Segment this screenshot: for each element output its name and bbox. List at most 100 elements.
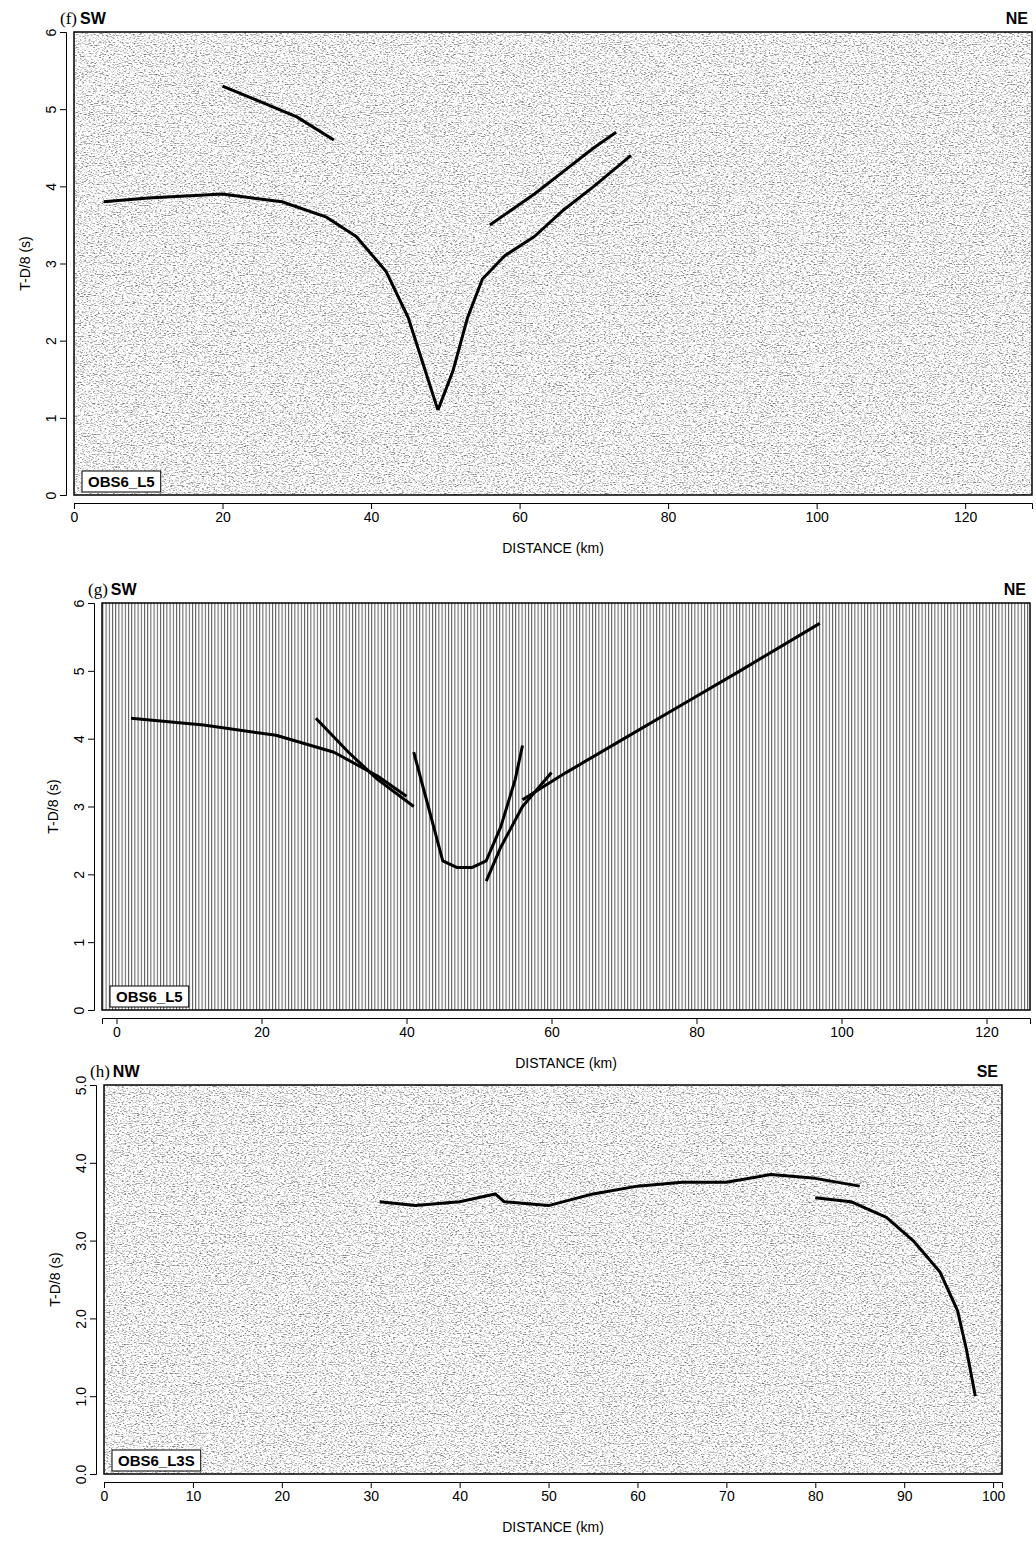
y-tick-mark [88, 942, 94, 943]
x-tick-label: 40 [364, 509, 380, 525]
x-tick: 0 [71, 503, 79, 525]
x-tick: 90 [897, 1482, 913, 1504]
x-tick: 20 [275, 1482, 291, 1504]
x-tick-label: 0 [71, 509, 79, 525]
x-tick-label: 0 [113, 1024, 121, 1040]
panel-letter: (f) [60, 9, 77, 28]
frame [74, 32, 1032, 495]
y-tick-label: 1.0 [73, 1387, 89, 1407]
x-axis-title: DISTANCE (km) [502, 1519, 604, 1535]
x-tick-label: 20 [254, 1024, 270, 1040]
y-tick-label: 2 [71, 871, 87, 879]
x-tick: 120 [975, 1018, 999, 1040]
y-tick-label: 1 [43, 414, 59, 422]
y-tick: 6 [43, 28, 66, 36]
x-tick-label: 20 [275, 1488, 291, 1504]
x-tick-label: 100 [805, 509, 829, 525]
y-tick-mark [60, 32, 66, 33]
x-tick-label: 20 [215, 509, 231, 525]
y-tick-mark [90, 1163, 96, 1164]
y-tick-label: 5.0 [73, 1076, 89, 1096]
x-tick: 30 [363, 1482, 379, 1504]
panel: 0204060801001200123456DISTANCE (km)T-D/8… [17, 9, 1033, 556]
x-tick: 100 [982, 1482, 1006, 1504]
y-tick-mark [60, 109, 66, 110]
x-tick: 50 [541, 1482, 557, 1504]
y-tick-label: 5 [71, 667, 87, 675]
y-tick: 0 [71, 1006, 94, 1014]
station-label: OBS6_L5 [116, 988, 183, 1005]
x-tick: 0 [113, 1018, 121, 1040]
y-tick: 0.0 [73, 1465, 96, 1485]
y-tick-label: 2.0 [73, 1309, 89, 1329]
y-tick-mark [88, 739, 94, 740]
x-tick: 20 [254, 1018, 270, 1040]
y-tick-mark [90, 1241, 96, 1242]
station-box [112, 1450, 201, 1471]
y-tick-mark [90, 1085, 96, 1086]
x-tick-label: 60 [544, 1024, 560, 1040]
x-tick-label: 90 [897, 1488, 913, 1504]
y-axis: 0123456 [71, 599, 95, 1014]
direction-label: SW [111, 581, 138, 598]
x-tick-label: 120 [954, 509, 978, 525]
y-tick: 5 [43, 106, 66, 114]
arrival-curve [490, 132, 616, 225]
x-tick: 70 [719, 1482, 735, 1504]
y-tick-label: 6 [71, 599, 87, 607]
y-tick: 0 [43, 491, 66, 499]
station-box [82, 471, 161, 492]
x-tick: 60 [512, 503, 528, 525]
x-tick: 10 [186, 1482, 202, 1504]
x-tick-label: 120 [975, 1024, 999, 1040]
x-tick-label: 40 [399, 1024, 415, 1040]
x-tick: 0 [101, 1482, 109, 1504]
x-axis: 020406080100120 [103, 1018, 1031, 1040]
y-tick-mark [60, 341, 66, 342]
y-tick-label: 1 [71, 939, 87, 947]
x-axis-line [103, 1019, 1031, 1025]
y-axis-title: T-D/8 (s) [47, 1252, 63, 1306]
background [74, 32, 1032, 495]
y-tick-label: 4 [43, 183, 59, 191]
x-axis: 0 10 20 30 40 50 60 70 80 90 100 [101, 1482, 1006, 1504]
background [104, 1085, 1002, 1474]
y-tick: 6 [71, 599, 94, 607]
y-tick: 3 [43, 260, 66, 268]
y-tick: 2 [71, 871, 94, 879]
y-tick: 1 [43, 414, 66, 422]
y-tick: 5 [71, 667, 94, 675]
texture [104, 1085, 1002, 1474]
arrival-curve [380, 1174, 860, 1205]
x-axis-title: DISTANCE (km) [502, 540, 604, 556]
arrival-curve [316, 718, 414, 806]
x-tick-label: 10 [186, 1488, 202, 1504]
y-tick-mark [90, 1396, 96, 1397]
y-tick-mark [88, 874, 94, 875]
y-tick-label: 3 [43, 260, 59, 268]
x-tick: 20 [215, 503, 231, 525]
y-tick-mark [90, 1474, 96, 1475]
y-tick-mark [88, 603, 94, 604]
x-tick: 60 [630, 1482, 646, 1504]
x-tick-label: 40 [452, 1488, 468, 1504]
y-tick-label: 2 [43, 337, 59, 345]
frame [102, 603, 1030, 1010]
y-tick: 1.0 [73, 1387, 96, 1407]
x-tick: 80 [808, 1482, 824, 1504]
x-tick: 120 [954, 503, 978, 525]
y-tick: 4 [43, 183, 66, 191]
texture [74, 32, 1032, 495]
station-label: OBS6_L3S [118, 1452, 195, 1469]
panel-letter: (g) [88, 580, 108, 599]
x-tick: 100 [830, 1018, 854, 1040]
y-tick-mark [60, 495, 66, 496]
y-tick-label: 0 [43, 491, 59, 499]
x-tick-label: 80 [808, 1488, 824, 1504]
panel-letter: (h) [90, 1062, 110, 1081]
direction-label: SW [80, 10, 107, 27]
y-tick-label: 4.0 [73, 1153, 89, 1173]
arrival-curve [131, 718, 407, 796]
x-tick: 80 [661, 503, 677, 525]
x-tick-label: 70 [719, 1488, 735, 1504]
